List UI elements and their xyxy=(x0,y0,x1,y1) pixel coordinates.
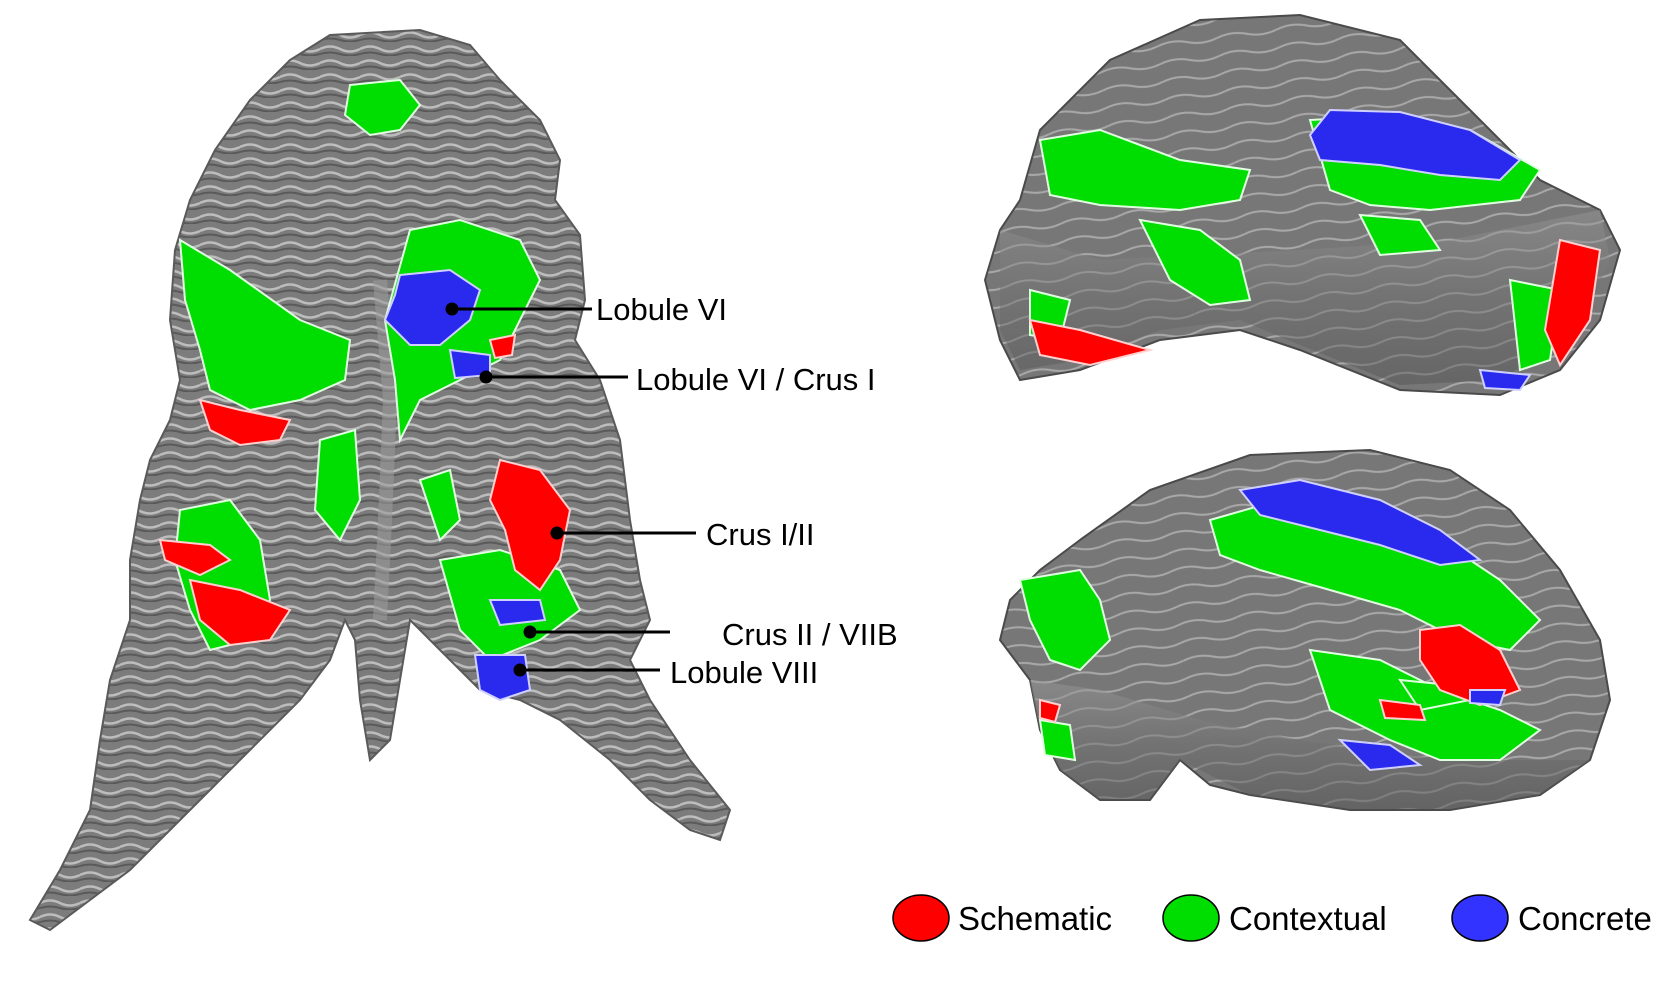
region xyxy=(178,238,352,412)
region xyxy=(1038,128,1252,212)
legend: Schematic Contextual Concrete xyxy=(892,894,1652,942)
region xyxy=(188,578,292,647)
region xyxy=(1543,238,1602,368)
region xyxy=(383,268,482,346)
region xyxy=(1358,213,1442,257)
callout-dot-crus-i-ii xyxy=(550,526,564,540)
legend-swatch-concrete xyxy=(1451,894,1509,942)
callout-dot-lobule-vi xyxy=(445,302,459,316)
legend-label-contextual: Contextual xyxy=(1229,900,1387,937)
top-view-schematic-regions xyxy=(1028,238,1602,368)
region xyxy=(1028,318,1154,367)
region xyxy=(1138,218,1252,307)
flatmap-schematic-regions xyxy=(158,333,572,647)
legend-label-schematic: Schematic xyxy=(958,900,1112,937)
region xyxy=(473,654,532,702)
label-lobule-viii: Lobule VIII xyxy=(670,655,818,690)
region xyxy=(1018,568,1112,672)
region xyxy=(488,333,517,360)
side-view-contextual-regions xyxy=(1018,498,1542,762)
region xyxy=(488,458,572,592)
region xyxy=(1039,698,1062,724)
flatmap-midline xyxy=(373,279,398,621)
side-view-schematic-regions xyxy=(1039,623,1522,724)
region xyxy=(1378,698,1427,722)
flatmap-callouts xyxy=(445,302,696,677)
region xyxy=(1038,718,1077,762)
region xyxy=(198,398,292,447)
cerebellum-3d-top-view xyxy=(983,13,1622,397)
region xyxy=(1308,108,1522,182)
region xyxy=(418,468,462,542)
cerebellar-flatmap: Lobule VI Lobule VI / Crus I Crus I/II C… xyxy=(28,28,898,932)
region xyxy=(1238,478,1483,567)
region xyxy=(313,428,362,542)
region xyxy=(488,599,547,627)
region xyxy=(1469,689,1507,707)
surface-3d-side-shadow xyxy=(1030,680,1590,810)
callout-dot-crus-ii-viib xyxy=(523,625,537,639)
region xyxy=(158,538,232,577)
legend-item-schematic: Schematic xyxy=(892,894,1112,942)
label-lobule-vi-crus-i: Lobule VI / Crus I xyxy=(636,362,876,397)
region xyxy=(1508,278,1562,372)
surface-3d-top-shadow xyxy=(1000,210,1610,385)
label-crus-ii-viib: Crus II / VIIB xyxy=(722,617,898,652)
region xyxy=(1337,738,1423,772)
legend-swatch-schematic xyxy=(892,894,950,942)
region xyxy=(343,78,422,137)
cerebellum-3d-side-view xyxy=(998,448,1612,811)
legend-label-concrete: Concrete xyxy=(1518,900,1652,937)
region xyxy=(1478,368,1532,392)
top-view-concrete-regions xyxy=(1308,108,1532,392)
legend-item-concrete: Concrete xyxy=(1451,894,1652,942)
callout-dot-lobule-viii xyxy=(513,663,527,677)
label-lobule-vi: Lobule VI xyxy=(596,292,727,327)
legend-swatch-contextual xyxy=(1162,894,1220,942)
flatmap-labels: Lobule VI Lobule VI / Crus I Crus I/II C… xyxy=(596,292,898,690)
label-crus-i-ii: Crus I/II xyxy=(706,517,815,552)
legend-item-contextual: Contextual xyxy=(1162,894,1387,942)
side-view-concrete-regions xyxy=(1238,478,1507,772)
callout-dot-lobule-vi-crus-i xyxy=(479,370,493,384)
